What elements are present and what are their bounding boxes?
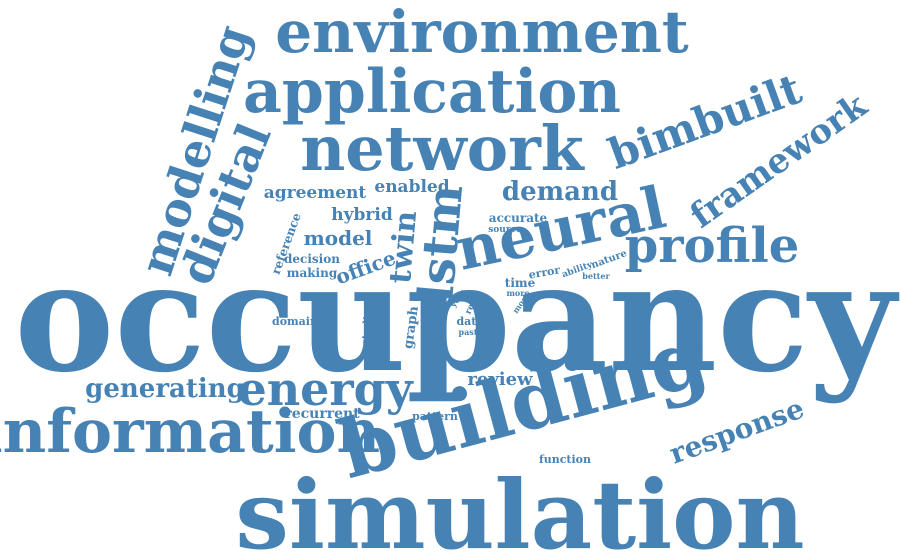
word-environment: environment (275, 0, 689, 66)
word-source: source (488, 225, 522, 235)
word-energy: energy (237, 362, 413, 416)
word-generating: generating (85, 374, 245, 404)
word-function: function (539, 453, 591, 466)
word-enabled: enabled (374, 177, 449, 197)
word-graph: graph (401, 305, 422, 350)
word-model: model (304, 226, 373, 250)
word-time: time (505, 276, 536, 290)
word-decision: decision (284, 252, 340, 266)
word-accurate: accurate (489, 211, 548, 225)
word-hybrid: hybrid (331, 205, 393, 225)
word-recurrent: recurrent (284, 406, 360, 422)
word-demand: demand (502, 177, 618, 207)
word-network: network (300, 112, 586, 185)
word-making: making (287, 266, 338, 280)
word-review: review (467, 369, 533, 390)
word-past: past (459, 327, 478, 337)
word-agreement: agreement (264, 183, 367, 203)
word-more: more (506, 288, 529, 298)
word-pattern: pattern (412, 410, 458, 423)
word-error: error (528, 263, 562, 281)
word-better: better (582, 271, 610, 281)
word-lstm: lstm (408, 182, 474, 305)
word-studies: studies (360, 304, 375, 345)
word-information: information (0, 397, 380, 467)
word-occupancy: occupancy (14, 230, 899, 406)
word-data: data (456, 315, 483, 328)
word-domain: domain (272, 315, 318, 328)
word-simulation: simulation (235, 460, 804, 557)
word-application: application (243, 57, 621, 127)
word-twin: twin (383, 209, 424, 285)
word-profile: profile (625, 218, 800, 274)
